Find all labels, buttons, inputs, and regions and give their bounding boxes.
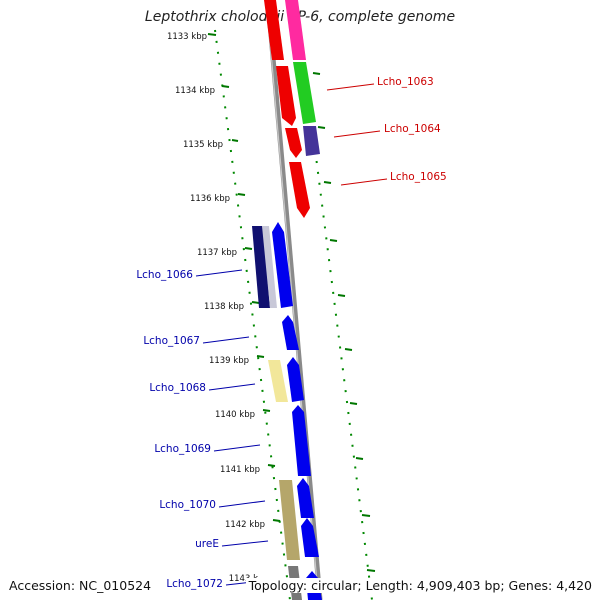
kbp-label: 1138 kbp [204,302,244,312]
gene-label-lcho-1063[interactable]: Lcho_1063 [377,76,434,88]
minor-ticks [207,33,376,572]
kbp-label: 1136 kbp [190,194,230,204]
gene-ure-e[interactable] [301,518,319,557]
gene-lcho-1069[interactable] [292,405,311,476]
right-guide-line [299,29,373,600]
gene-label-lcho-1068[interactable]: Lcho_1068 [149,382,206,394]
plus-strand-genes [264,0,320,218]
gene-lcho-1070-pale[interactable] [279,480,300,560]
kbp-label: 1135 kbp [183,140,223,150]
gene-lcho-1066-b[interactable] [262,226,277,308]
gene-lcho-1065[interactable] [289,162,310,218]
gene-lcho-1068[interactable] [287,357,304,402]
gene-label-ure-e[interactable]: ureE [195,538,219,550]
label-leaders [195,83,388,586]
gene-label-lcho-1070[interactable]: Lcho_1070 [159,499,216,511]
gene-block-red-2[interactable] [276,66,296,126]
kbp-label: 1141 kbp [220,465,260,475]
kbp-label: 1134 kbp [175,86,215,96]
genome-info-text: Topology: circular; Length: 4,909,403 bp… [245,578,592,593]
kbp-label: 1140 kbp [215,410,255,420]
gene-lcho-1066-a[interactable] [252,226,270,308]
kbp-label: 1142 kbp [225,520,265,530]
gene-label-lcho-1064[interactable]: Lcho_1064 [384,123,441,135]
gene-label-lcho-1069[interactable]: Lcho_1069 [154,443,211,455]
gene-lcho-1067[interactable] [282,315,299,350]
kbp-label: 1133 kbp [167,32,207,42]
gene-lcho-1066-c[interactable] [272,222,293,308]
gene-label-lcho-1072[interactable]: Lcho_1072 [166,578,223,590]
kbp-tick-labels: 1133 kbp 1134 kbp 1135 kbp 1136 kbp 1137… [167,32,265,584]
accession-text: Accession: NC_010524 [9,578,155,593]
kbp-label: 1137 kbp [197,248,237,258]
gene-lcho-1063[interactable] [293,62,316,124]
minus-strand-genes [252,222,322,600]
gene-label-lcho-1066[interactable]: Lcho_1066 [136,269,193,281]
gene-block-red-3[interactable] [285,128,302,158]
left-guide-line [214,29,291,600]
kbp-label: 1143 k [229,574,258,584]
genome-backbone [265,0,323,600]
gene-label-lcho-1065[interactable]: Lcho_1065 [390,171,447,183]
gene-labels: Lcho_1063 Lcho_1064 Lcho_1065 Lcho_1066 … [136,76,446,590]
gene-lcho-1070[interactable] [297,478,314,518]
kbp-label: 1139 kbp [209,356,249,366]
gene-label-lcho-1067[interactable]: Lcho_1067 [143,335,200,347]
gene-block-red-1[interactable] [264,0,284,60]
gene-block-pink[interactable] [285,0,306,60]
footer: Accession: NC_010524 Topology: circular;… [0,574,600,600]
gene-lcho-1064[interactable] [303,126,320,156]
gene-lcho-1068-pale[interactable] [268,360,288,402]
